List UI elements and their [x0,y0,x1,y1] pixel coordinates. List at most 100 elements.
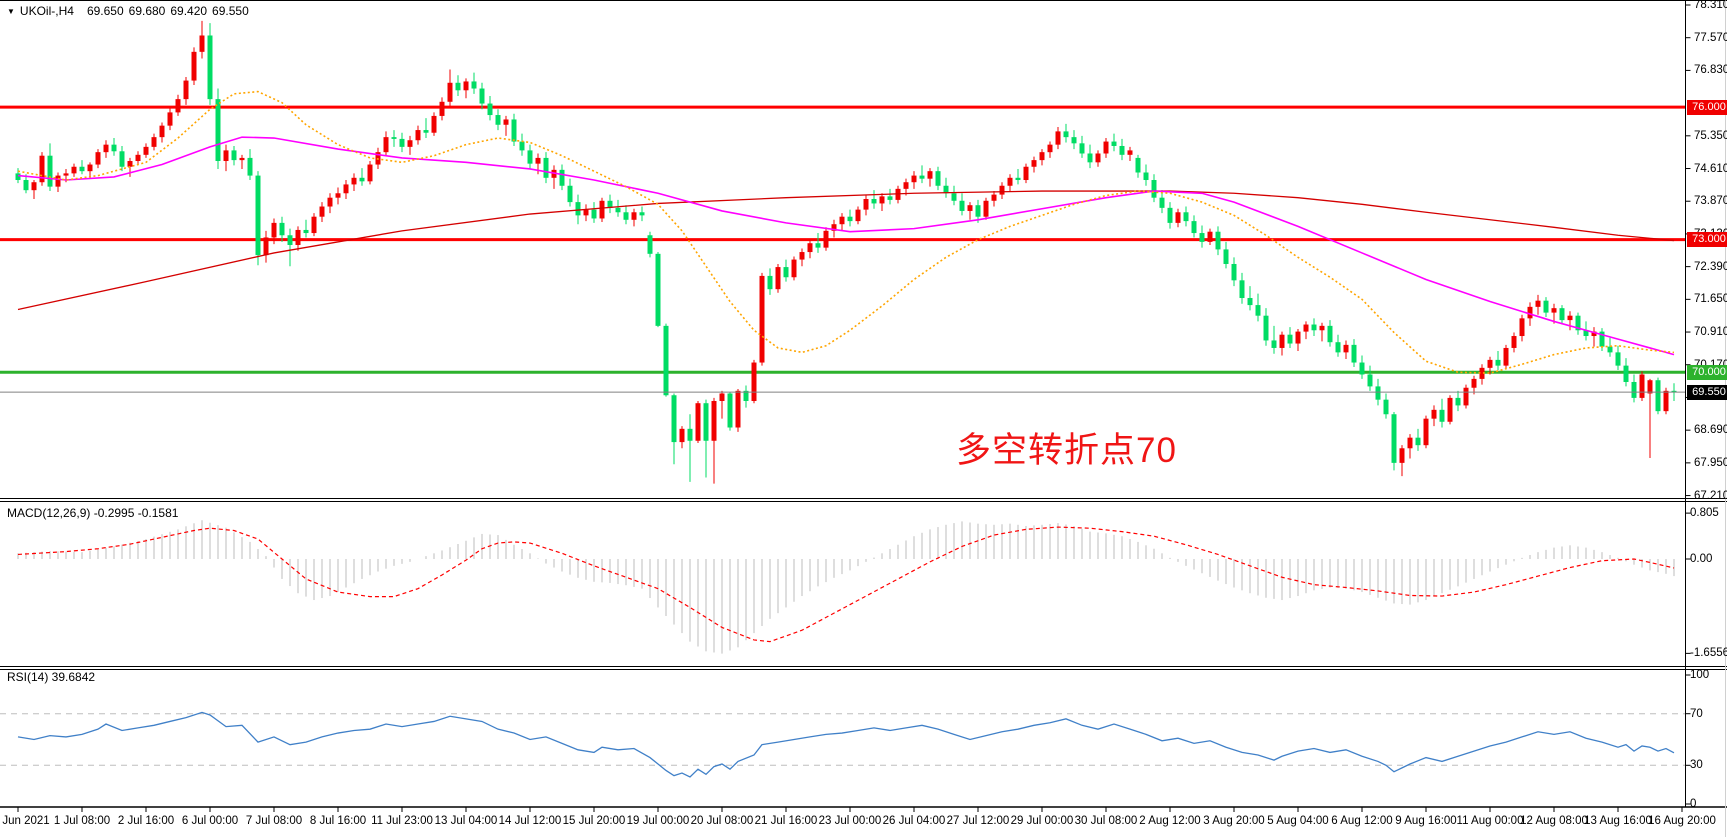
candle [463,78,469,99]
candle [1343,340,1349,360]
time-axis-label: 21 Jul 16:00 [754,815,818,827]
candle [1183,206,1189,227]
candle [503,115,509,136]
time-axis-label: 19 Jul 00:00 [626,815,690,827]
candle [1311,318,1317,337]
candle [791,256,797,281]
candle [367,161,373,185]
candle [1175,208,1181,228]
candle [1479,364,1485,385]
candle [727,392,733,431]
time-axis-label: 13 Jul 04:00 [434,815,498,827]
candle [575,194,581,225]
candle [695,400,701,443]
candle [311,213,317,237]
time-axis-label: 20 Jul 08:00 [690,815,754,827]
candle [1551,303,1557,324]
candle [1039,149,1045,166]
candle [1487,356,1493,375]
price-tick-label: 76.830 [1694,64,1727,77]
candle [479,82,485,110]
candle [591,202,597,223]
candle [1063,123,1069,143]
time-axis-label: 12 Aug 08:00 [1520,815,1588,827]
price-level-badge: 73.000 [1687,232,1727,248]
collapse-triangle-icon[interactable]: ▼ [7,7,15,16]
time-axis-label: 27 Jul 12:00 [946,815,1010,827]
ohlc-low-value: 69.420 [170,4,208,18]
rsi-line [17,711,1675,778]
candle [1495,351,1501,371]
candle [655,252,661,328]
candle [1463,384,1469,409]
candle [263,230,269,263]
macd-indicator-label: MACD(12,26,9) -0.2995 -0.1581 [7,506,179,520]
candle [759,272,765,366]
price-tick-label: 74.610 [1694,162,1727,175]
rsi-indicator-label: RSI(14) 39.6842 [7,670,96,684]
bull-bear-pivot-annotation: 多空转折点70 [956,431,1177,470]
candle [799,248,805,267]
candle [519,133,525,156]
time-axis-label: 3 Aug 20:00 [1203,815,1265,827]
candle [31,180,37,200]
time-axis-label: 30 Jul 08:00 [1074,815,1138,827]
candle [1023,163,1029,184]
candle [1303,321,1309,340]
time-axis-label: 8 Jul 16:00 [309,815,367,827]
candle [47,143,53,192]
candle [1575,312,1581,335]
candle [135,151,141,165]
price-tick-label: 75.350 [1694,129,1727,142]
candle [343,180,349,200]
candle [615,199,621,217]
moving-averages-layer [17,90,1675,374]
candle [1191,215,1197,238]
candle [543,152,549,184]
candle [95,149,101,169]
candle [1367,365,1373,391]
candle [735,389,741,432]
candle [279,216,285,242]
candle [1103,138,1109,158]
candle [1519,314,1525,342]
candle [1143,164,1149,186]
price-tick-label: 72.390 [1694,260,1727,273]
candle [183,77,189,105]
price-level-badge: 76.000 [1687,99,1727,115]
candle [455,75,461,97]
candle [1327,320,1333,347]
candle [247,149,253,181]
time-axis-label: 14 Jul 12:00 [498,815,562,827]
candle [959,193,965,216]
candle [319,202,325,222]
candle [1335,334,1341,357]
ohlc-open-value: 69.650 [86,4,124,18]
rsi-tick-label: 100 [1690,669,1710,681]
candle [231,145,237,166]
candle [351,173,357,192]
candle [1167,202,1173,229]
time-axis-label: 6 Aug 12:00 [1331,815,1393,827]
candle [447,69,453,107]
candle [1223,241,1229,269]
ma-mid-magenta-line [17,136,1675,356]
time-axis-label: 1 Jul 08:00 [53,815,111,827]
candle [1591,327,1597,347]
candle [255,171,261,266]
candle [831,219,837,238]
candle [1543,297,1549,318]
candle [1271,325,1277,354]
candle [1607,337,1613,357]
candle [1503,344,1509,369]
candle [207,23,213,105]
candles-layer [15,20,1677,484]
candle [1071,130,1077,150]
price-level-badge: 70.000 [1687,364,1727,380]
candle [215,88,221,169]
rsi-tick-label: 0 [1690,798,1697,810]
candle [327,193,333,214]
candle [1239,272,1245,304]
